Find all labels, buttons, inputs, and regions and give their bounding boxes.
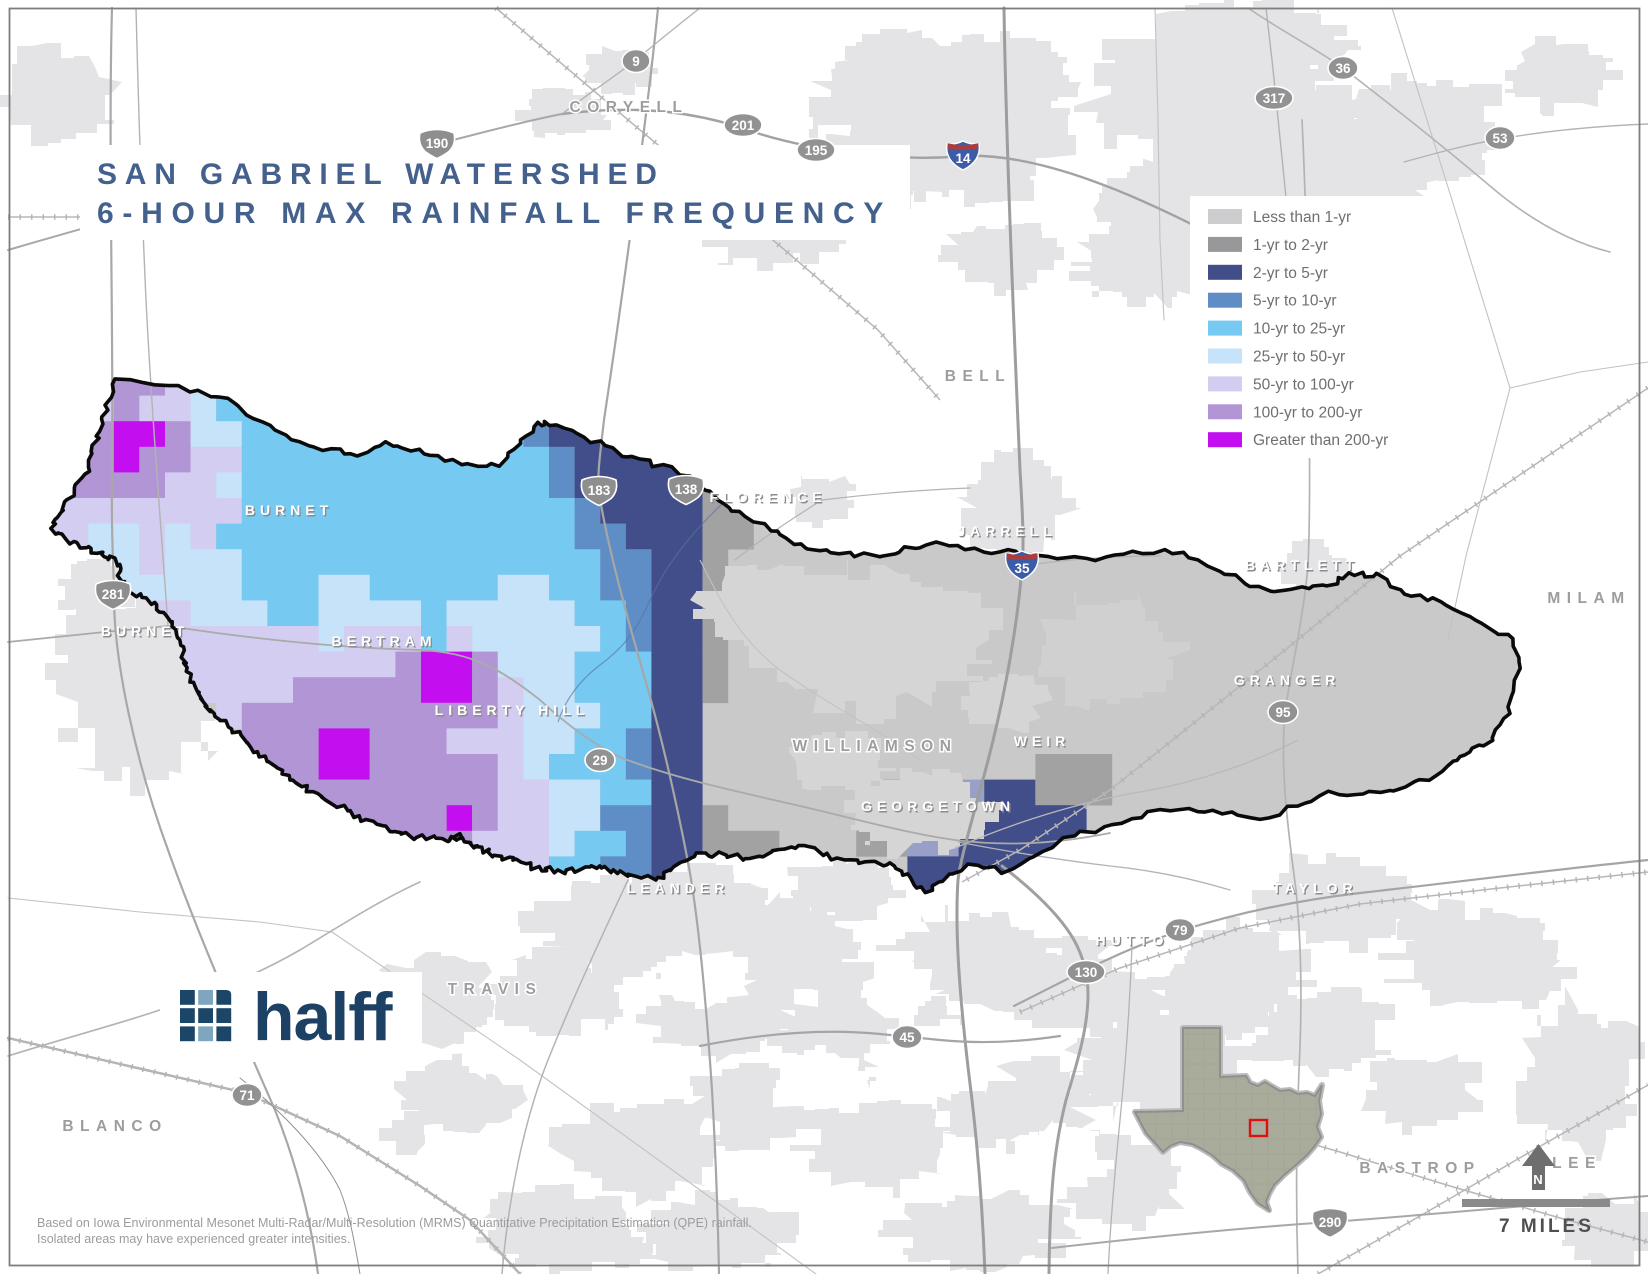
- svg-text:50-yr to 100-yr: 50-yr to 100-yr: [1253, 376, 1354, 393]
- svg-text:halff: halff: [253, 979, 393, 1055]
- svg-text:WEIR: WEIR: [1014, 733, 1071, 749]
- svg-text:9: 9: [632, 54, 640, 69]
- svg-text:317: 317: [1263, 91, 1286, 106]
- svg-text:HUTTO: HUTTO: [1097, 933, 1170, 949]
- svg-text:GRANGER: GRANGER: [1234, 672, 1341, 688]
- svg-text:1-yr to 2-yr: 1-yr to 2-yr: [1253, 237, 1328, 254]
- svg-text:2-yr to 5-yr: 2-yr to 5-yr: [1253, 265, 1328, 282]
- svg-text:BURNET: BURNET: [102, 624, 190, 640]
- svg-text:N: N: [1533, 1172, 1542, 1187]
- svg-text:WILLIAMSON: WILLIAMSON: [793, 738, 958, 755]
- svg-text:45: 45: [899, 1030, 915, 1045]
- svg-text:GEORGETOWN: GEORGETOWN: [861, 798, 1015, 814]
- svg-text:BERTRAM: BERTRAM: [333, 634, 438, 650]
- svg-text:BASTROP: BASTROP: [1359, 1160, 1480, 1177]
- svg-text:LIBERTY HILL: LIBERTY HILL: [436, 703, 591, 719]
- svg-text:MILAM: MILAM: [1547, 590, 1630, 607]
- svg-text:TRAVIS: TRAVIS: [448, 981, 543, 998]
- svg-text:Greater than 200-yr: Greater than 200-yr: [1253, 432, 1388, 449]
- svg-text:BURNET: BURNET: [101, 623, 189, 639]
- svg-text:Isolated areas may have experi: Isolated areas may have experienced grea…: [37, 1232, 350, 1246]
- svg-text:HUTTO: HUTTO: [1096, 932, 1169, 948]
- svg-text:FLORENCE: FLORENCE: [710, 489, 827, 505]
- svg-text:36: 36: [1335, 61, 1351, 76]
- svg-text:BARTLETT: BARTLETT: [1245, 557, 1359, 573]
- svg-text:GEORGETOWN: GEORGETOWN: [862, 799, 1016, 815]
- svg-text:SAN GABRIEL WATERSHED: SAN GABRIEL WATERSHED: [97, 158, 665, 191]
- svg-text:BLANCO: BLANCO: [62, 1118, 167, 1135]
- svg-text:FLORENCE: FLORENCE: [711, 490, 828, 506]
- svg-text:CORYELL: CORYELL: [570, 99, 689, 116]
- svg-text:Based on Iowa Environmental Me: Based on Iowa Environmental Mesonet Mult…: [37, 1216, 752, 1230]
- svg-text:195: 195: [805, 143, 828, 158]
- svg-text:TAYLOR: TAYLOR: [1272, 880, 1357, 896]
- svg-text:5-yr to 10-yr: 5-yr to 10-yr: [1253, 293, 1337, 310]
- svg-text:BURNET: BURNET: [245, 502, 333, 518]
- svg-text:10-yr to 25-yr: 10-yr to 25-yr: [1253, 321, 1345, 338]
- svg-text:BERTRAM: BERTRAM: [332, 633, 437, 649]
- svg-text:71: 71: [239, 1088, 255, 1103]
- svg-text:WEIR: WEIR: [1015, 734, 1072, 750]
- svg-text:BURNET: BURNET: [246, 503, 334, 519]
- svg-text:LEANDER: LEANDER: [627, 880, 730, 896]
- svg-text:201: 201: [732, 118, 755, 133]
- svg-text:25-yr to 50-yr: 25-yr to 50-yr: [1253, 349, 1345, 366]
- svg-text:14: 14: [955, 151, 971, 166]
- svg-text:79: 79: [1172, 923, 1187, 938]
- svg-text:138: 138: [675, 482, 698, 497]
- svg-text:LEE: LEE: [1552, 1155, 1602, 1172]
- svg-text:95: 95: [1275, 705, 1291, 720]
- svg-text:JARRELL: JARRELL: [957, 523, 1057, 539]
- svg-text:190: 190: [426, 136, 449, 151]
- svg-text:LIBERTY HILL: LIBERTY HILL: [435, 702, 590, 718]
- svg-text:183: 183: [588, 483, 611, 498]
- svg-text:130: 130: [1075, 965, 1098, 980]
- svg-text:GRANGER: GRANGER: [1235, 673, 1342, 689]
- svg-text:LEANDER: LEANDER: [628, 881, 731, 897]
- svg-text:BELL: BELL: [945, 368, 1011, 385]
- svg-text:BARTLETT: BARTLETT: [1246, 558, 1360, 574]
- svg-text:6-HOUR MAX RAINFALL FREQUENCY: 6-HOUR MAX RAINFALL FREQUENCY: [97, 197, 892, 230]
- svg-text:29: 29: [592, 753, 607, 768]
- svg-text:281: 281: [102, 587, 125, 602]
- svg-text:53: 53: [1492, 131, 1508, 146]
- svg-text:TAYLOR: TAYLOR: [1274, 881, 1359, 897]
- svg-text:290: 290: [1319, 1215, 1342, 1230]
- svg-text:100-yr to 200-yr: 100-yr to 200-yr: [1253, 404, 1362, 421]
- svg-text:Less than 1-yr: Less than 1-yr: [1253, 209, 1351, 226]
- svg-text:7 MILES: 7 MILES: [1499, 1216, 1594, 1237]
- svg-text:JARRELL: JARRELL: [959, 524, 1059, 540]
- svg-text:35: 35: [1014, 561, 1030, 576]
